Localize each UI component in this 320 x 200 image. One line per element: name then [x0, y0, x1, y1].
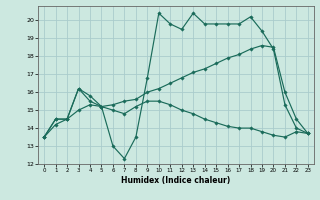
X-axis label: Humidex (Indice chaleur): Humidex (Indice chaleur) [121, 176, 231, 185]
